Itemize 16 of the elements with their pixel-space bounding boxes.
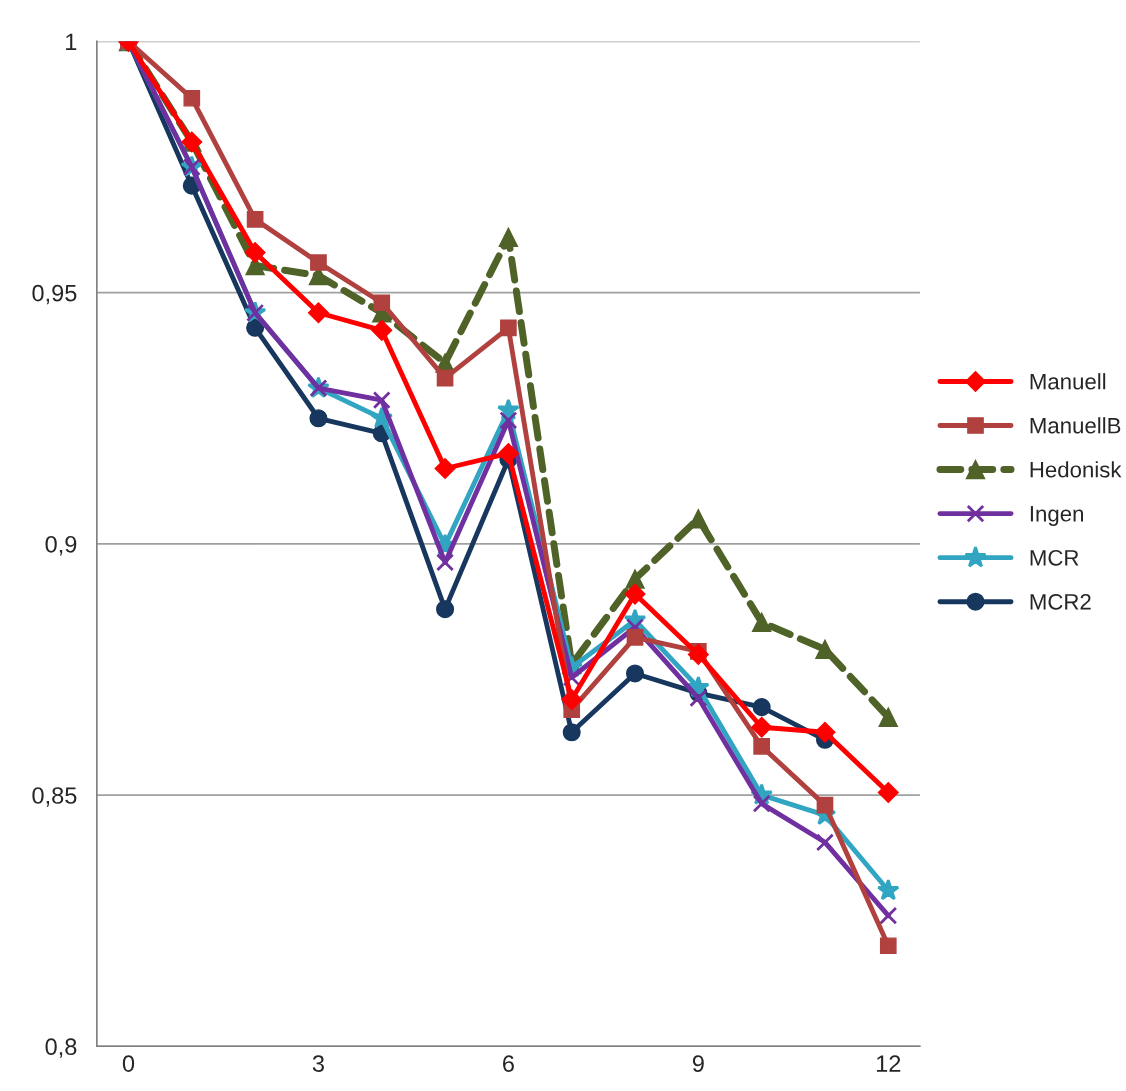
y-tick-label: 0,85 <box>32 787 77 807</box>
legend-label: Manuell <box>1030 373 1106 390</box>
x-tick-label: 9 <box>692 1055 704 1072</box>
x-tick-label: 0 <box>122 1055 135 1072</box>
y-tick-label: 1 <box>66 33 77 51</box>
legend-label: ManuellB <box>1030 417 1121 434</box>
y-tick-label: 0,8 <box>45 1038 77 1058</box>
legend-label: Ingen <box>1030 506 1083 526</box>
y-tick-label: 0,9 <box>45 535 77 556</box>
x-tick-label: 12 <box>876 1055 901 1072</box>
legend-label: MCR2 <box>1030 593 1091 610</box>
y-tick-label: 0,95 <box>32 284 77 305</box>
legend-label: MCR <box>1030 549 1079 566</box>
x-tick-label: 6 <box>503 1055 514 1072</box>
x-tick-label: 3 <box>312 1055 324 1072</box>
legend-label: Hedonisk <box>1030 461 1122 478</box>
